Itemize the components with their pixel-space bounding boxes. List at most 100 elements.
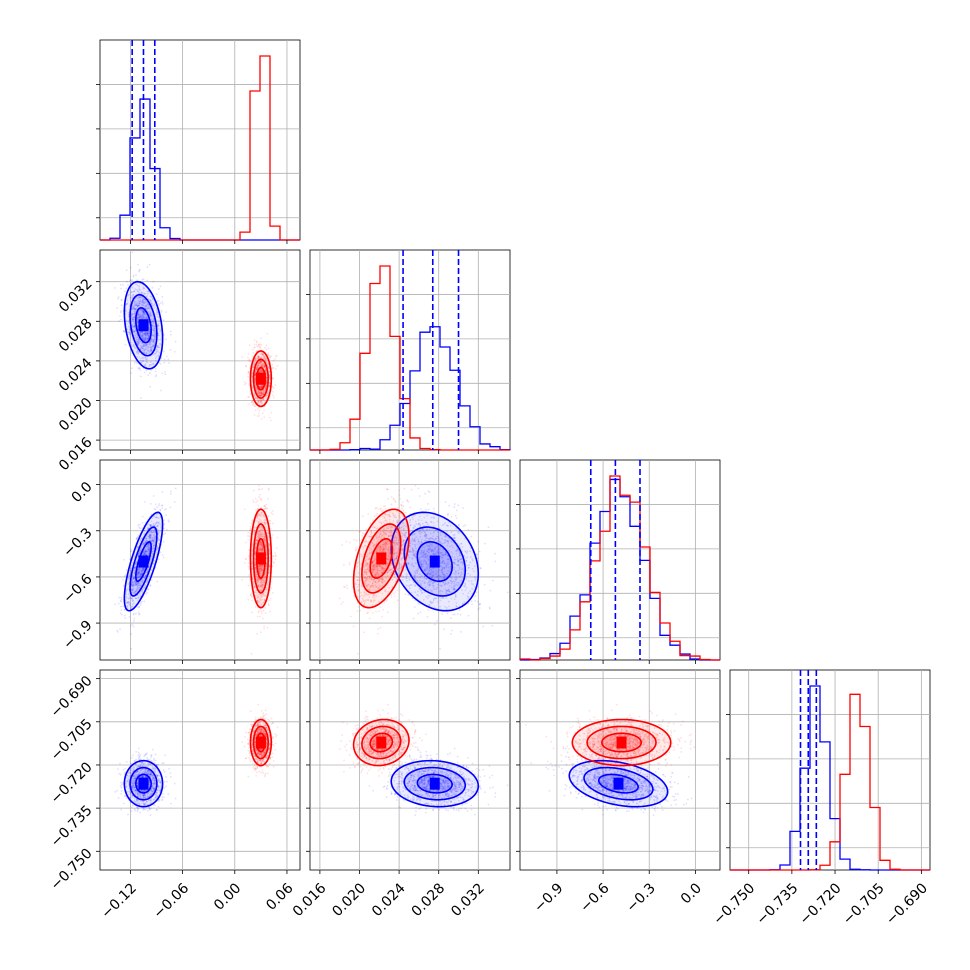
- scatter-point: [156, 315, 159, 318]
- scatter-point: [144, 541, 147, 544]
- scatter-point: [132, 275, 135, 278]
- scatter-point: [137, 304, 139, 307]
- scatter-point: [146, 303, 149, 305]
- scatter-point: [252, 401, 254, 404]
- scatter-point: [144, 550, 147, 553]
- scatter-point: [133, 306, 136, 308]
- scatter-point: [251, 372, 254, 375]
- scatter-point: [254, 385, 257, 388]
- scatter-point: [132, 317, 134, 319]
- scatter-point: [152, 362, 155, 365]
- scatter-point: [259, 394, 262, 397]
- scatter-point: [259, 399, 261, 401]
- scatter-point: [146, 307, 149, 310]
- scatter-point: [150, 321, 153, 324]
- scatter-point: [132, 290, 135, 293]
- scatter-point: [130, 291, 133, 293]
- scatter-point: [265, 384, 268, 387]
- scatter-point: [268, 378, 271, 381]
- scatter-point: [135, 597, 137, 600]
- scatter-point: [253, 343, 256, 346]
- scatter-point: [259, 400, 262, 403]
- scatter-point: [158, 304, 161, 307]
- scatter-point: [153, 325, 156, 328]
- scatter-point: [138, 568, 141, 571]
- scatter-point: [145, 317, 148, 319]
- scatter-point: [123, 609, 126, 611]
- scatter-point: [138, 367, 141, 370]
- scatter-point: [125, 595, 128, 598]
- scatter-point: [130, 564, 133, 567]
- scatter-point: [136, 340, 139, 343]
- scatter-point: [128, 574, 131, 577]
- scatter-point: [142, 302, 145, 305]
- scatter-point: [257, 355, 260, 358]
- scatter-point: [259, 391, 262, 394]
- scatter-point: [147, 549, 150, 551]
- scatter-point: [131, 251, 134, 254]
- scatter-point: [141, 314, 144, 316]
- scatter-point: [483, 583, 486, 586]
- scatter-point: [122, 605, 125, 608]
- scatter-point: [150, 529, 153, 532]
- scatter-point: [271, 364, 274, 366]
- scatter-point: [246, 356, 249, 359]
- scatter-point: [247, 562, 250, 565]
- scatter-point: [161, 491, 164, 494]
- scatter-point: [254, 394, 256, 397]
- scatter-panel: [306, 459, 511, 664]
- scatter-point: [137, 576, 140, 579]
- scatter-point: [145, 295, 148, 298]
- scatter-point: [249, 525, 252, 528]
- scatter-point: [276, 364, 279, 367]
- scatter-point: [128, 279, 131, 282]
- scatter-point: [137, 535, 139, 538]
- scatter-point: [149, 385, 152, 388]
- scatter-point: [264, 385, 267, 388]
- scatter-point: [147, 303, 150, 306]
- scatter-point: [270, 411, 273, 414]
- scatter-point: [257, 364, 260, 366]
- scatter-point: [138, 606, 141, 609]
- scatter-point: [260, 394, 263, 397]
- scatter-point: [153, 327, 156, 330]
- scatter-point: [136, 536, 139, 539]
- scatter-point: [138, 302, 140, 305]
- scatter-point: [142, 299, 144, 302]
- scatter-point: [144, 363, 147, 366]
- scatter-point: [142, 337, 145, 339]
- scatter-point: [136, 343, 139, 345]
- scatter-point: [131, 317, 134, 320]
- scatter-point: [128, 328, 131, 331]
- scatter-point: [134, 582, 137, 585]
- scatter-point: [258, 392, 261, 394]
- scatter-point: [506, 591, 509, 594]
- scatter-point: [144, 550, 147, 553]
- scatter-point: [260, 392, 263, 395]
- scatter-point: [140, 361, 143, 364]
- scatter-point: [156, 580, 159, 583]
- scatter-point: [268, 375, 271, 377]
- scatter-point: [138, 304, 140, 307]
- scatter-point: [152, 531, 155, 534]
- scatter-point: [120, 605, 122, 608]
- scatter-point: [139, 300, 141, 303]
- scatter-point: [140, 346, 142, 349]
- scatter-point: [129, 297, 132, 299]
- scatter-point: [265, 376, 268, 379]
- scatter-point: [267, 347, 270, 350]
- scatter-point: [131, 580, 134, 582]
- scatter-point: [482, 625, 485, 628]
- scatter-point: [161, 302, 164, 305]
- scatter-point: [147, 331, 150, 333]
- scatter-point: [136, 302, 139, 304]
- scatter-point: [154, 333, 157, 335]
- scatter-point: [260, 401, 263, 404]
- scatter-point: [160, 309, 163, 312]
- scatter-point: [153, 535, 156, 538]
- scatter-point: [261, 353, 264, 355]
- scatter-point: [272, 561, 275, 564]
- scatter-point: [152, 524, 155, 527]
- scatter-point: [263, 389, 266, 392]
- scatter-point: [157, 533, 160, 536]
